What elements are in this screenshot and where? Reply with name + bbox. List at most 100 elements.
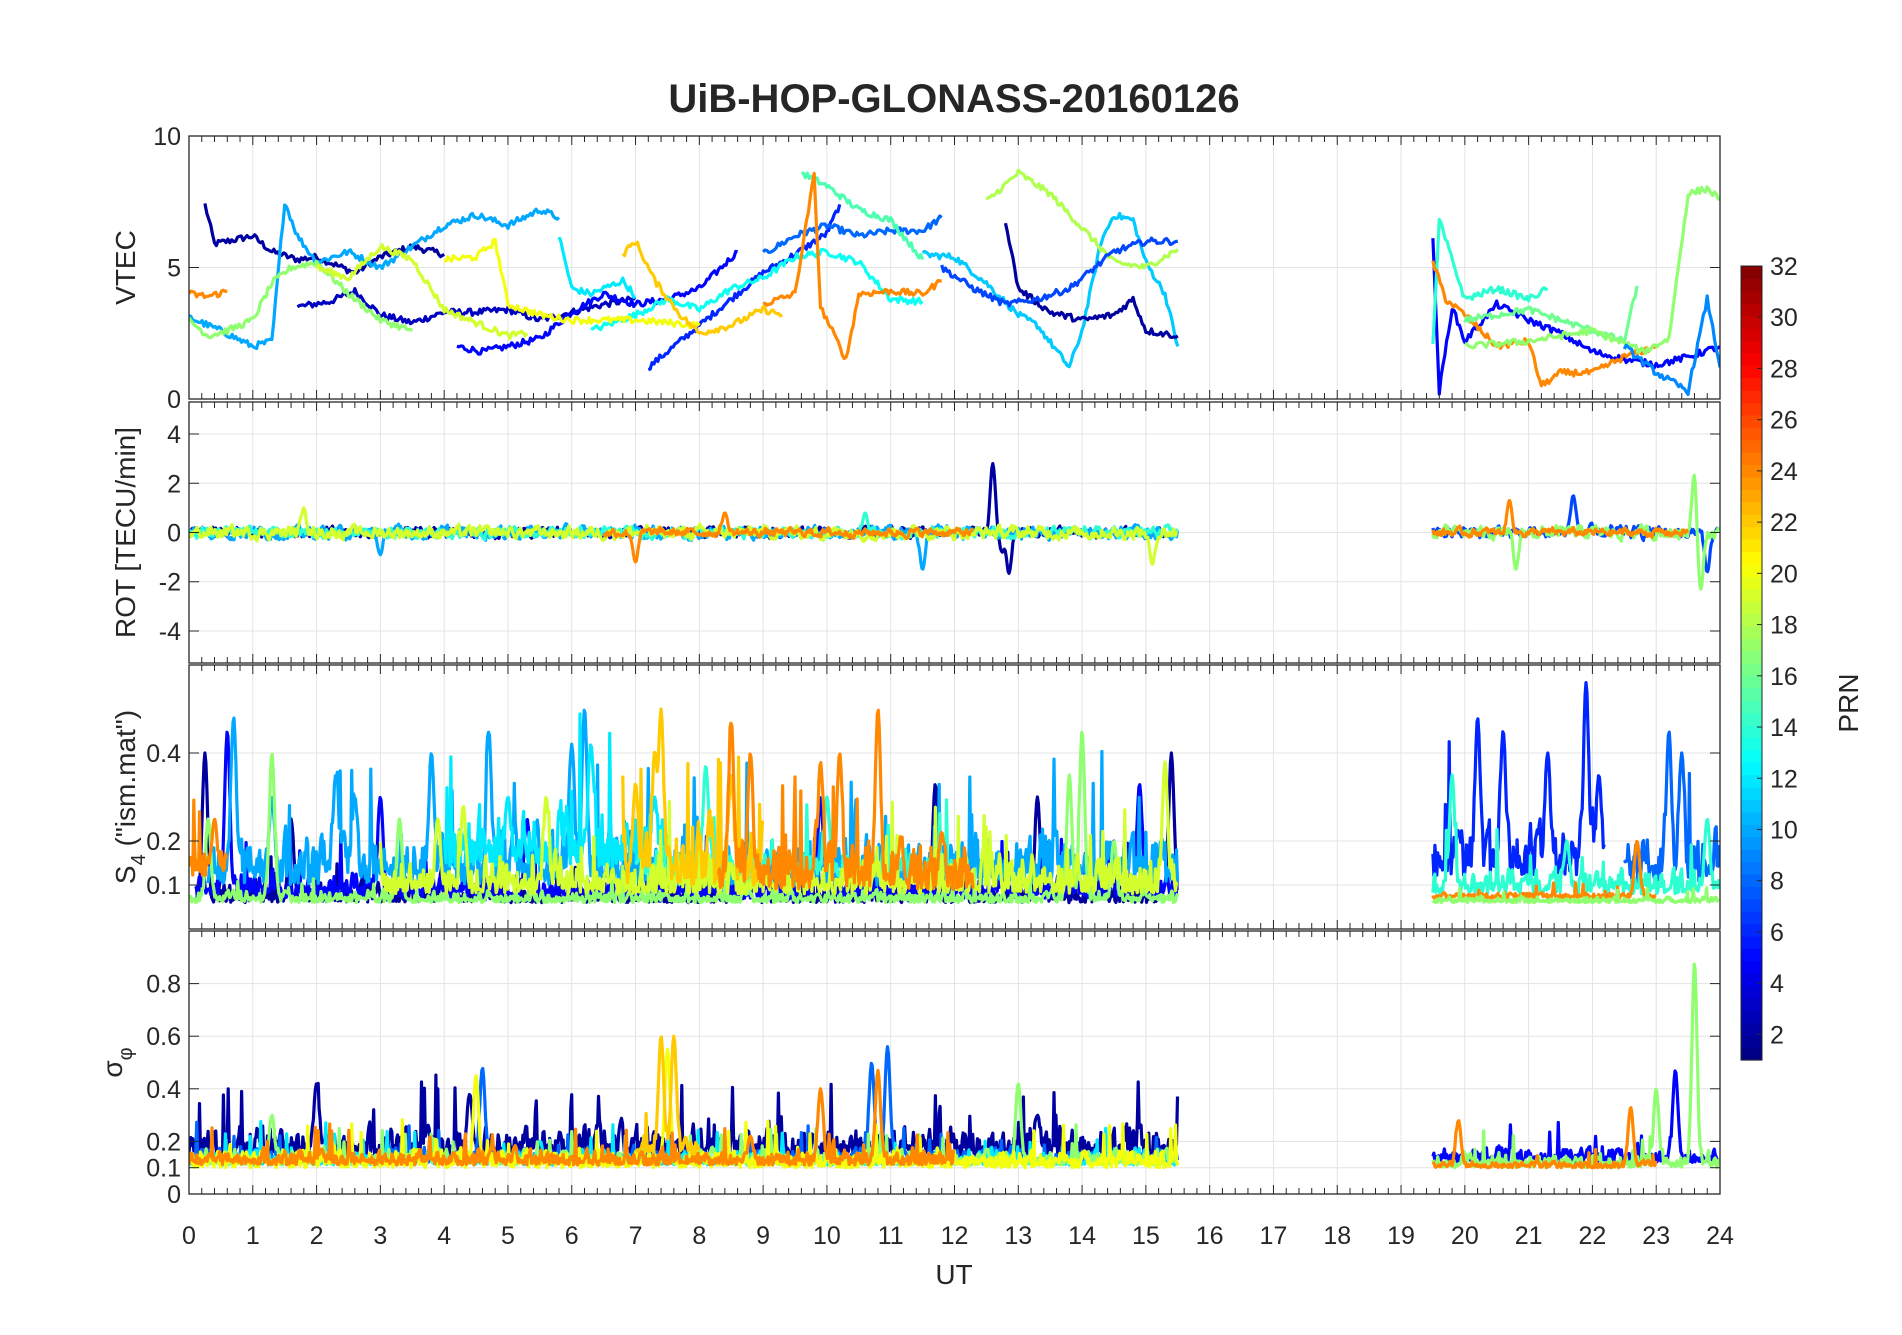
y-tick-label: 0.6	[146, 1023, 181, 1051]
y-tick-label: -4	[159, 618, 181, 646]
colorbar-segment	[1741, 414, 1762, 428]
series-group	[189, 168, 1720, 396]
vtec-line-prn-2	[1003, 222, 1179, 339]
colorbar-segment	[1741, 439, 1762, 453]
colorbar-segment	[1741, 960, 1762, 974]
x-tick-label: 2	[310, 1222, 324, 1250]
colorbar-segment	[1741, 390, 1762, 404]
colorbar-segment	[1741, 551, 1762, 565]
colorbar-segment	[1741, 625, 1762, 639]
x-axis-label: UT	[935, 1259, 972, 1290]
colorbar-segment	[1741, 352, 1762, 366]
vtec-line-prn-8	[761, 214, 943, 254]
colorbar-segment	[1741, 861, 1762, 875]
s4-line-prn-24	[716, 708, 975, 891]
colorbar-segment	[1741, 985, 1762, 999]
y-tick-label: 0	[167, 1181, 181, 1209]
panel-rot: -4 -2 0 2 4 ROT [TECU/min]	[110, 401, 1721, 664]
vtec-line-prn-11	[921, 211, 1180, 369]
series-group	[189, 462, 1720, 591]
s4-line-prn-17	[189, 730, 1180, 905]
x-tick-label: 19	[1387, 1222, 1415, 1250]
vtec-line-prn-7	[940, 236, 1179, 308]
colorbar-segment	[1741, 935, 1762, 949]
x-tick-label: 24	[1706, 1222, 1734, 1250]
colorbar-segment	[1741, 762, 1762, 776]
colorbar-segment	[1741, 663, 1762, 677]
x-tick-label: 16	[1196, 1222, 1224, 1250]
colorbar-segment	[1741, 811, 1762, 825]
colorbar-segment	[1741, 675, 1762, 689]
s4-line-prn-17	[1431, 886, 1720, 905]
vtec-line-prn-6	[647, 204, 842, 372]
colorbar-segment	[1741, 576, 1762, 590]
colorbar-segment	[1741, 290, 1762, 304]
vtec-line-prn-19	[315, 243, 529, 341]
vtec-line-prn-22	[621, 240, 784, 336]
x-tick-label: 22	[1579, 1222, 1607, 1250]
colorbar-segment	[1741, 514, 1762, 528]
y-tick-label: 4	[167, 421, 181, 449]
vtec-line-prn-14	[1431, 217, 1549, 344]
rot-line-prn-19	[189, 506, 1179, 566]
colorbar-segment	[1741, 948, 1762, 962]
colorbar-segment	[1741, 712, 1762, 726]
x-tick-label: 9	[756, 1222, 770, 1250]
y-tick-label: 0.1	[146, 1155, 181, 1183]
vtec-line-prn-5	[1431, 238, 1720, 396]
colorbar-tick-label: 10	[1770, 816, 1798, 844]
y-axis-label: σφ	[97, 1047, 137, 1077]
colorbar-tick-label: 18	[1770, 612, 1798, 640]
vtec-line-prn-10	[189, 203, 561, 351]
colorbar-segment	[1741, 340, 1762, 354]
colorbar-segment	[1741, 911, 1762, 925]
panel-s4: 0.1 0.2 0.4S4 ("ism.mat")	[110, 664, 1721, 930]
sigma_phi-line-prn-22	[634, 1034, 701, 1156]
x-tick-label: 13	[1004, 1222, 1032, 1250]
y-tick-label: 0.4	[146, 740, 181, 768]
colorbar-segment	[1741, 1035, 1762, 1049]
vtec-line-prn-9	[1622, 294, 1720, 396]
vtec-line-prn-17	[1464, 185, 1720, 356]
colorbar-segment	[1741, 774, 1762, 788]
x-tick-label: 5	[501, 1222, 515, 1250]
y-axis-label: S4 ("ism.mat")	[110, 710, 150, 884]
colorbar-segment	[1741, 476, 1762, 490]
x-tick-label: 15	[1132, 1222, 1160, 1250]
colorbar-tick-label: 22	[1770, 509, 1798, 537]
colorbar-segment	[1741, 638, 1762, 652]
colorbar-tick-label: 28	[1770, 355, 1798, 383]
colorbar-segment	[1741, 725, 1762, 739]
colorbar-segment	[1741, 600, 1762, 614]
colorbar-segment	[1741, 315, 1762, 329]
colorbar-tick-label: 24	[1770, 458, 1798, 486]
vtec-line-prn-13	[590, 247, 924, 332]
colorbar-segment	[1741, 588, 1762, 602]
y-tick-label: -2	[159, 569, 181, 597]
series-group	[189, 962, 1720, 1170]
colorbar-segment	[1741, 538, 1762, 552]
colorbar-segment	[1741, 873, 1762, 887]
colorbar-tick-label: 6	[1770, 919, 1784, 947]
x-tick-label: 7	[629, 1222, 643, 1250]
colorbar-segment	[1741, 526, 1762, 540]
colorbar-label: PRN	[1833, 673, 1864, 732]
colorbar-segment	[1741, 886, 1762, 900]
vtec-line-prn-24	[762, 171, 943, 361]
y-tick-label: 0	[167, 520, 181, 548]
series-group	[189, 681, 1720, 905]
colorbar-segment	[1741, 849, 1762, 863]
y-tick-label: 5	[167, 255, 181, 283]
vtec-line-prn-15	[801, 171, 925, 261]
y-tick-label: 0.2	[146, 1128, 181, 1156]
colorbar-segment	[1741, 377, 1762, 391]
colorbar-segment	[1741, 328, 1762, 342]
x-tick-label: 3	[373, 1222, 387, 1250]
colorbar-tick-label: 30	[1770, 304, 1798, 332]
panel-sigma_phi: 00.10.2 0.4 0.6 0.8 σφ	[97, 930, 1721, 1209]
colorbar-segment	[1741, 1022, 1762, 1036]
x-tick-label: 18	[1323, 1222, 1351, 1250]
colorbar-segment	[1741, 303, 1762, 317]
